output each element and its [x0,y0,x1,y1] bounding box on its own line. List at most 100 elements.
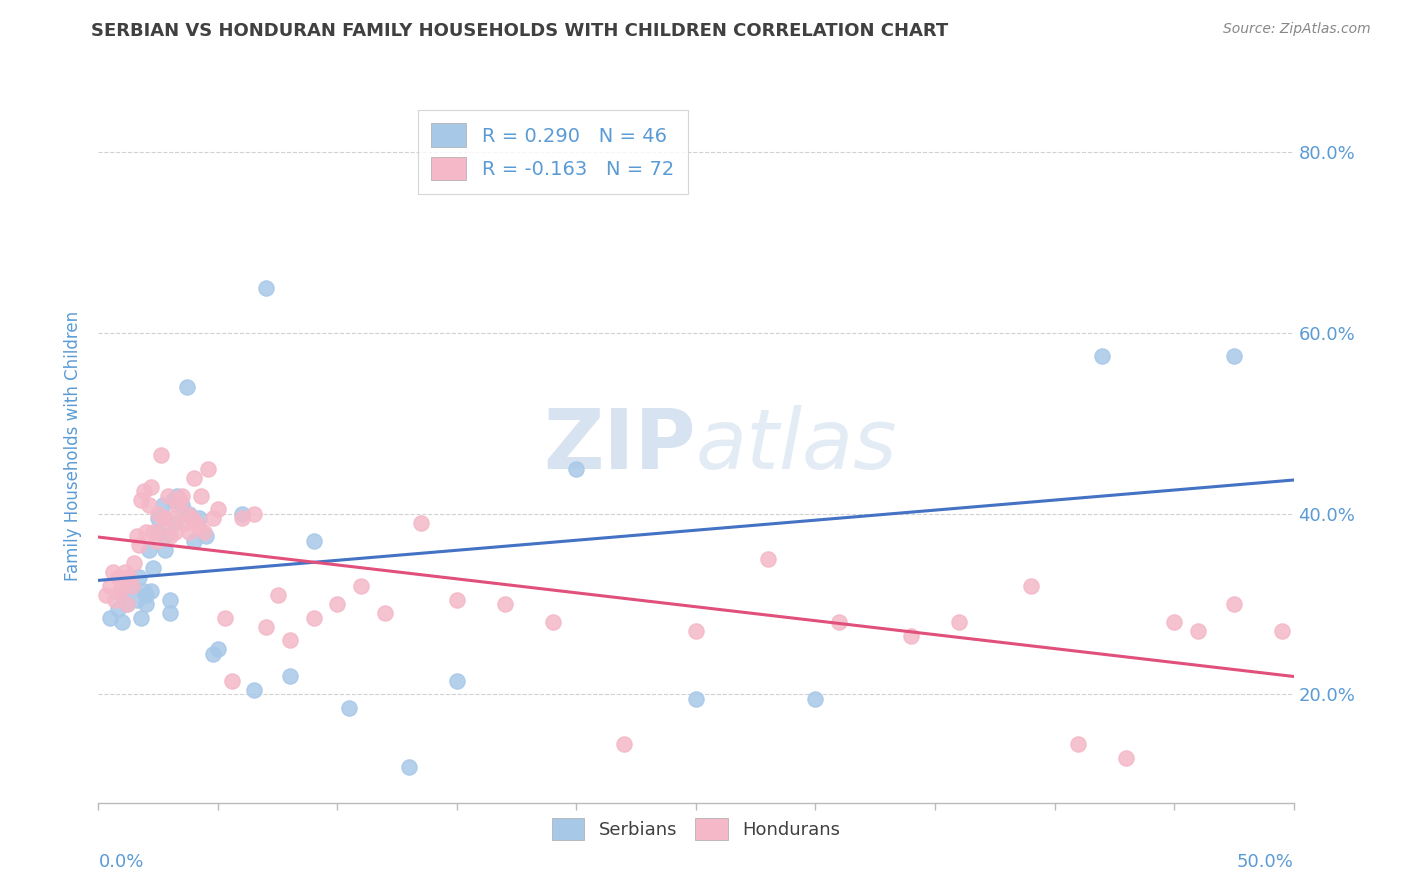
Point [243,507,266,521]
Point [179,524,201,539]
Point [254,281,277,295]
Point [172,489,194,503]
Point [121,579,143,593]
Text: Source: ZipAtlas.com: Source: ZipAtlas.com [1223,22,1371,37]
Point [152,520,174,534]
Point [118,570,141,584]
Point [121,579,143,593]
Point [207,642,229,657]
Point [155,511,177,525]
Point [107,570,129,584]
Point [804,692,827,706]
Point [350,579,373,593]
Text: atlas: atlas [696,406,897,486]
Point [411,516,433,530]
Legend: Serbians, Hondurans: Serbians, Hondurans [544,811,848,847]
Point [125,529,148,543]
Point [202,511,225,525]
Point [900,629,922,643]
Point [278,633,301,648]
Point [111,579,134,593]
Point [163,516,186,530]
Point [1019,579,1042,593]
Point [111,615,134,629]
Point [111,588,134,602]
Point [186,516,208,530]
Point [446,592,468,607]
Point [155,542,177,557]
Point [756,552,779,566]
Point [231,507,253,521]
Point [132,484,155,499]
Point [162,511,184,525]
Point [152,498,174,512]
Y-axis label: Family Households with Children: Family Households with Children [65,311,83,581]
Point [494,597,516,611]
Point [685,692,707,706]
Point [828,615,851,629]
Point [114,566,136,580]
Point [131,493,153,508]
Point [446,673,468,688]
Point [190,489,212,503]
Point [1067,737,1090,751]
Point [135,588,157,602]
Point [108,583,131,598]
Point [128,570,150,584]
Point [176,507,198,521]
Point [197,461,219,475]
Point [1187,624,1209,639]
Point [202,647,225,661]
Point [149,448,172,462]
Point [155,529,177,543]
Point [104,592,127,607]
Text: ZIP: ZIP [544,406,696,486]
Point [180,511,202,525]
Point [132,583,155,598]
Point [948,615,970,629]
Point [1223,597,1246,611]
Point [339,701,361,715]
Point [221,673,243,688]
Point [1271,624,1294,639]
Point [326,597,349,611]
Point [107,601,129,615]
Point [231,511,253,525]
Point [541,615,564,629]
Point [124,557,146,571]
Point [187,520,209,534]
Point [98,579,122,593]
Point [125,592,148,607]
Point [187,511,209,525]
Point [195,529,218,543]
Point [302,533,325,548]
Point [172,498,194,512]
Point [166,489,188,503]
Point [176,380,198,394]
Point [115,597,138,611]
Point [163,524,186,539]
Point [148,507,170,521]
Text: 50.0%: 50.0% [1237,853,1294,871]
Point [1163,615,1185,629]
Point [138,498,160,512]
Point [128,538,150,552]
Point [142,561,165,575]
Point [145,533,167,548]
Point [207,502,229,516]
Point [94,588,117,602]
Point [183,470,205,484]
Point [162,493,184,508]
Point [1115,750,1137,764]
Point [156,489,179,503]
Text: 0.0%: 0.0% [98,853,143,871]
Point [139,583,162,598]
Point [169,493,191,508]
Point [613,737,636,751]
Point [138,542,160,557]
Point [193,524,215,539]
Text: SERBIAN VS HONDURAN FAMILY HOUSEHOLDS WITH CHILDREN CORRELATION CHART: SERBIAN VS HONDURAN FAMILY HOUSEHOLDS WI… [91,22,949,40]
Point [302,610,325,624]
Point [267,588,290,602]
Point [374,606,396,620]
